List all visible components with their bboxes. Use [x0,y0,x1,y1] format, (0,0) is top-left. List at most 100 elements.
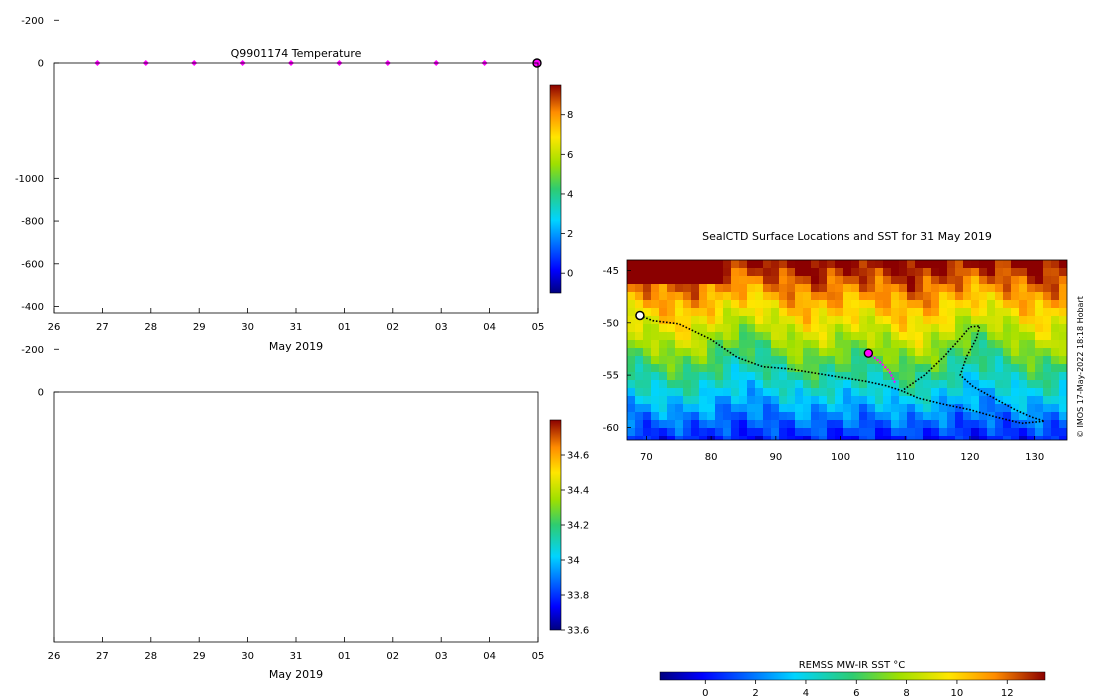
sst-cell [707,372,716,381]
sst-cell [955,292,964,301]
sst-cell [891,412,900,421]
sst-cell [635,300,644,309]
sst-cell [747,356,756,365]
sst-cell [691,292,700,301]
sst-cell [971,348,980,357]
sst-cell [643,300,652,309]
sst-cell [755,276,764,285]
sst-cell [931,324,940,333]
sst-cell [651,348,660,357]
sst-cell [827,300,836,309]
sst-cell [827,276,836,285]
sst-cell [867,340,876,349]
sst-cell [891,404,900,413]
sst-cell [1043,436,1052,440]
sst-cell [787,356,796,365]
sst-cell [971,268,980,277]
sst-cell [819,420,828,429]
sst-cell [947,412,956,421]
sst-cell [1011,412,1020,421]
sst-cell [683,268,692,277]
sst-cell [747,428,756,437]
sst-cell [1019,292,1028,301]
salinity-xlabel: May 2019 [269,668,323,681]
sst-cell [627,332,636,341]
sst-cell [763,372,772,381]
sst-cell [691,260,700,269]
sst-cell [715,348,724,357]
sst-cell [883,364,892,373]
sst-cell [683,284,692,293]
sst-cell [811,284,820,293]
sst-cell [755,268,764,277]
sst-cell [923,300,932,309]
sst-cell [995,372,1004,381]
sst-cell [963,412,972,421]
sst-cell [875,268,884,277]
sst-cell [1019,284,1028,293]
sst-cell [1035,308,1044,317]
sst-cell [723,268,732,277]
sst-cell [779,436,788,440]
sst-cell [1019,268,1028,277]
map-frame [626,259,1068,441]
sst-cell [995,284,1004,293]
sst-cell [843,260,852,269]
sst-cell [1003,340,1012,349]
sst-cell [995,412,1004,421]
sst-cell [1011,268,1020,277]
sst-cell [779,428,788,437]
sst-cell [939,284,948,293]
sst-cell [747,348,756,357]
sst-cell [643,308,652,317]
sst-cell [963,348,972,357]
sst-cell [795,340,804,349]
sst-cell [811,276,820,285]
sst-cell [691,388,700,397]
sst-cell [683,276,692,285]
sst-cell [667,396,676,405]
sst-cell [883,420,892,429]
sst-cell [771,348,780,357]
sst-cell [939,276,948,285]
sst-cell [811,340,820,349]
sst-cell [707,332,716,341]
sst-cell [1003,356,1012,365]
sst-cell [667,380,676,389]
sst-cell [699,364,708,373]
sst-cell [723,404,732,413]
sst-cell [875,356,884,365]
sst-cell [1059,292,1067,301]
sst-cell [979,412,988,421]
sst-cell [731,348,740,357]
sst-cell [1051,396,1060,405]
sst-cell [931,404,940,413]
sst-cell [875,348,884,357]
sst-cell [635,276,644,285]
sst-cell [867,332,876,341]
sst-cell [1003,260,1012,269]
sst-cell [883,348,892,357]
sst-cell [1011,420,1020,429]
sst-cell [731,276,740,285]
sst-cell [827,388,836,397]
sst-cell [643,268,652,277]
sst-cell [667,292,676,301]
sst-cell [1011,356,1020,365]
sst-cell [715,300,724,309]
sst-cell [659,380,668,389]
sst-cell [987,380,996,389]
sst-cell [779,300,788,309]
sst-cell [723,436,732,440]
sst-cell [1043,300,1052,309]
sst-cell [1027,348,1036,357]
sst-cell [867,316,876,325]
sst-cell [979,396,988,405]
sst-cell [675,420,684,429]
sst-cell [787,388,796,397]
sst-cell [635,380,644,389]
sst-cell [811,404,820,413]
sst-cell [899,388,908,397]
sst-cell [883,260,892,269]
sst-cell [755,348,764,357]
